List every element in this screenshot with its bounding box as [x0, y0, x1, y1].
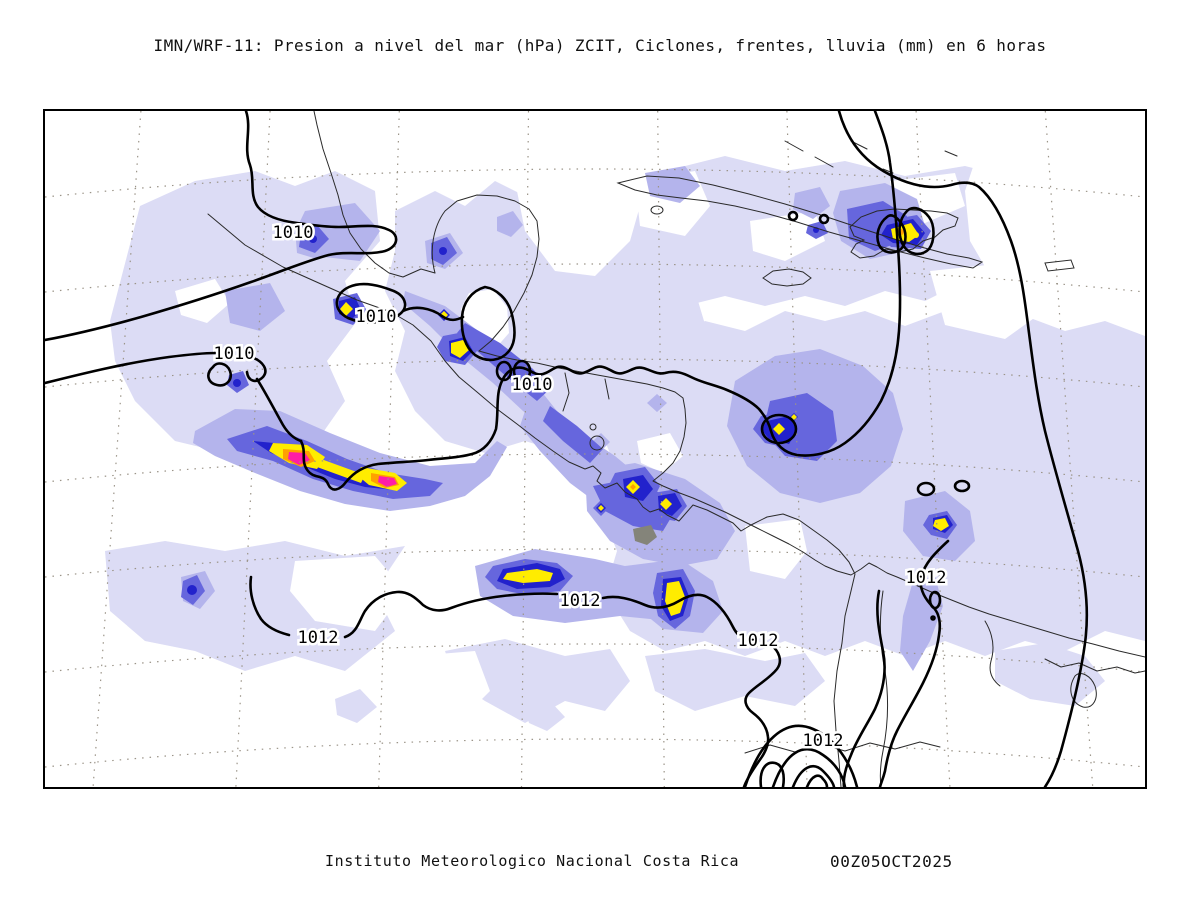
precip-white-gaps — [175, 116, 1145, 726]
isobar-label: 1012 — [803, 731, 844, 751]
isobar-1012-tall-loop-right — [878, 539, 950, 787]
isobar-label: 1010 — [512, 375, 553, 395]
jamaica-coast — [762, 268, 812, 287]
isobar-1010-left-descent — [255, 377, 303, 443]
map-frame: 1010 1010 1010 1010 1012 1012 1012 1012 1012 — [43, 109, 1147, 789]
footer-institution: Instituto Meteorologico Nacional Costa R… — [325, 852, 740, 870]
isobar-1010-left-small-loop — [207, 362, 232, 387]
isobar-label: 1012 — [298, 628, 339, 648]
isobar-labels: 1010 1010 1010 1010 1012 1012 1012 1012 1012 — [211, 221, 949, 754]
isobar-1010-left-tail — [245, 355, 267, 383]
graticule-meridian — [1044, 111, 1094, 787]
isobar-hispaniola-loop-right — [898, 206, 935, 256]
graticule-parallel — [45, 738, 1145, 768]
isobar-bundle-outer — [743, 724, 859, 787]
hispaniola-coast — [849, 208, 959, 259]
isobar-1012-south — [249, 575, 291, 637]
graticule-meridian — [786, 111, 808, 787]
caribbean-coast — [478, 350, 1145, 658]
isobar-belize-loop — [460, 285, 516, 362]
puerto-rico-coast — [1044, 259, 1075, 272]
isobar-bundle-left-u — [759, 761, 786, 787]
bahamas-cays — [784, 140, 958, 174]
isobar-label: 1010 — [273, 223, 314, 243]
map-canvas: 1010 1010 1010 1010 1012 1012 1012 1012 1012 — [45, 111, 1145, 787]
isobar-closed-oval-a — [916, 481, 936, 497]
isobar-label: 1012 — [738, 631, 779, 651]
graticule-meridian — [657, 111, 665, 787]
isobar-right-arc — [837, 111, 1089, 787]
isobar-bundle-inner — [791, 765, 836, 787]
isobar-1012-south-2 — [343, 590, 559, 639]
honduras-borders — [562, 372, 610, 412]
venezuela-coast-detail — [1044, 658, 1145, 674]
isobar-1012-south-3 — [601, 593, 751, 642]
page-title: IMN/WRF-11: Presion a nivel del mar (hPa… — [153, 36, 1047, 55]
isobar-1012-tall-loop-left — [842, 589, 886, 787]
pacific-coast — [207, 213, 856, 787]
isobar-small-oval-2 — [512, 359, 532, 383]
isobar-1010-loop-extension — [401, 306, 465, 322]
isobar-cuba-dot-1 — [787, 210, 799, 222]
isla-juventud — [650, 205, 664, 215]
graticule-meridian — [378, 111, 400, 787]
isobar-bundle-mid — [771, 748, 847, 787]
isobar-label: 1010 — [356, 307, 397, 327]
isobar-inner-oval — [928, 590, 942, 610]
venezuela-inland — [984, 620, 1001, 687]
colombia-inland-border — [879, 590, 889, 787]
lake-nicaragua — [589, 435, 605, 451]
isobars — [45, 111, 1089, 787]
isobar-1010-left — [45, 351, 217, 385]
isobar-bundle-inner2 — [805, 774, 829, 787]
graticule-meridian — [235, 111, 271, 787]
isobar-hispaniola-loop-left — [876, 214, 907, 254]
footer-datetime: 00Z05OCT2025 — [830, 852, 953, 871]
isobar-label: 1010 — [214, 344, 255, 364]
isobar-1012-south-4 — [742, 643, 782, 787]
isobar-cell-oval-caribbean — [760, 413, 798, 445]
isobar-1010-mexico — [45, 111, 398, 342]
isobar-1010-small-loop — [335, 282, 407, 324]
isobar-inner-dot — [930, 615, 936, 621]
isobar-closed-oval-b — [953, 479, 971, 493]
gulf-of-mexico-coast — [313, 111, 436, 278]
graticule-meridian — [520, 111, 530, 787]
cuba-coast — [616, 175, 984, 269]
lake-maracaibo — [1070, 673, 1097, 708]
graticule-meridian — [92, 111, 142, 787]
isobar-label: 1012 — [906, 568, 947, 588]
isobar-cuba-dot-2 — [818, 213, 830, 225]
graticule-meridian — [915, 111, 951, 787]
graticule — [45, 111, 1145, 787]
coastlines — [207, 111, 1145, 787]
yucatan-coast — [431, 194, 540, 352]
orinoco-river — [744, 741, 941, 754]
isobar-label: 1012 — [560, 591, 601, 611]
isobar-1010-band-caribbean — [299, 111, 902, 491]
isobar-small-oval-1 — [495, 360, 513, 382]
lake-managua — [589, 423, 597, 431]
